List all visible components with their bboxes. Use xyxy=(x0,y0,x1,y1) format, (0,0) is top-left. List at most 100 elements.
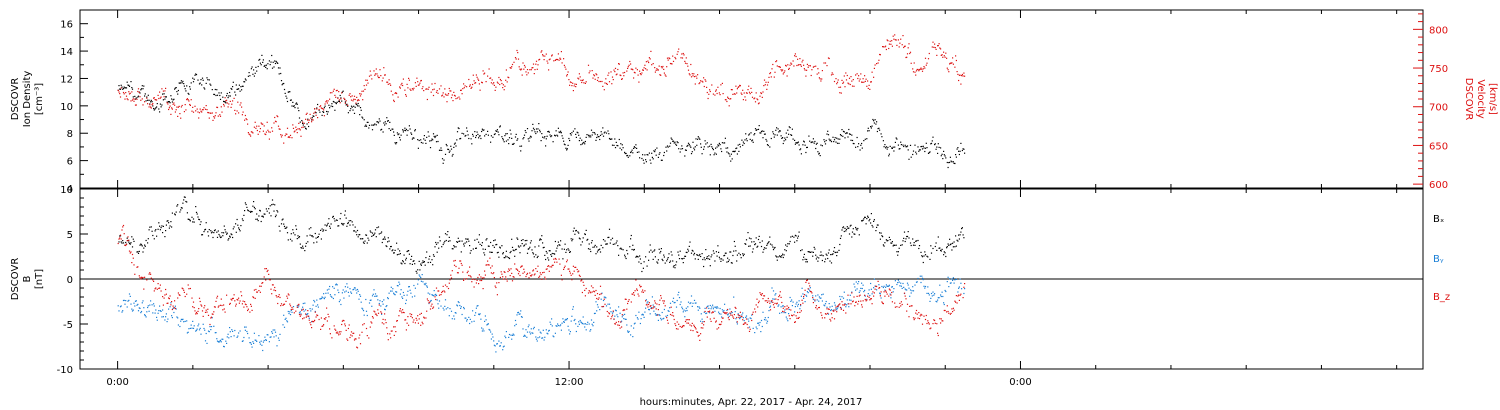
data-point xyxy=(147,305,149,307)
data-point xyxy=(788,313,790,315)
data-point xyxy=(921,68,923,70)
data-point xyxy=(372,293,374,295)
data-point xyxy=(353,95,356,97)
data-point xyxy=(204,311,207,313)
data-point xyxy=(728,153,730,155)
data-point xyxy=(820,312,822,314)
data-point xyxy=(889,293,891,295)
data-point xyxy=(463,245,465,247)
data-point xyxy=(672,60,675,62)
data-point xyxy=(891,45,893,47)
data-point xyxy=(331,92,333,94)
data-point xyxy=(950,243,952,245)
data-point xyxy=(368,302,371,304)
data-point xyxy=(624,256,626,258)
data-point xyxy=(870,126,872,128)
data-point xyxy=(355,231,357,233)
data-point xyxy=(958,150,960,152)
data-point xyxy=(810,74,812,77)
data-point xyxy=(613,69,615,71)
data-point xyxy=(320,238,322,240)
data-point xyxy=(388,292,390,294)
data-point xyxy=(640,285,642,288)
data-point xyxy=(354,226,356,228)
data-point xyxy=(556,247,558,249)
data-point xyxy=(640,262,642,265)
data-point xyxy=(744,96,746,98)
data-point xyxy=(137,96,139,98)
data-point xyxy=(168,222,170,224)
data-point xyxy=(861,220,863,222)
data-point xyxy=(696,144,698,146)
data-point xyxy=(772,298,774,300)
data-point xyxy=(575,136,577,138)
data-point xyxy=(961,149,963,152)
data-point xyxy=(365,124,367,126)
data-point xyxy=(320,298,322,300)
data-point xyxy=(940,147,942,149)
data-point xyxy=(557,59,559,61)
data-point xyxy=(530,69,532,71)
data-point xyxy=(280,136,283,138)
data-point xyxy=(760,319,763,322)
data-point xyxy=(283,303,285,305)
data-point xyxy=(561,135,563,137)
data-point xyxy=(744,322,746,324)
data-point xyxy=(657,262,659,264)
data-point xyxy=(783,71,785,74)
data-point xyxy=(356,105,359,107)
data-point xyxy=(446,101,448,103)
data-point xyxy=(664,74,666,76)
data-point xyxy=(250,135,252,137)
data-point xyxy=(627,67,629,69)
data-point xyxy=(314,311,316,313)
data-point xyxy=(315,112,317,114)
data-point xyxy=(541,133,543,135)
data-point xyxy=(542,329,544,331)
data-point xyxy=(803,141,805,143)
data-point xyxy=(425,142,427,144)
data-point xyxy=(505,278,507,280)
data-point xyxy=(294,234,296,236)
data-point xyxy=(280,134,282,136)
data-point xyxy=(624,318,626,320)
data-point xyxy=(579,76,581,78)
data-point xyxy=(675,143,677,145)
data-point xyxy=(219,114,221,116)
data-point xyxy=(767,81,769,83)
data-point xyxy=(566,318,568,320)
data-point xyxy=(259,62,261,64)
data-point xyxy=(438,88,441,90)
data-point xyxy=(264,64,266,67)
data-point xyxy=(917,239,919,242)
data-point xyxy=(498,76,500,79)
data-point xyxy=(584,295,586,297)
data-point xyxy=(382,238,384,240)
data-point xyxy=(350,292,353,294)
data-point xyxy=(762,298,764,300)
data-point xyxy=(685,251,687,253)
data-point xyxy=(361,307,363,309)
data-point xyxy=(275,214,277,216)
data-point xyxy=(691,322,693,324)
data-point xyxy=(918,318,921,320)
data-point xyxy=(418,84,420,86)
data-point xyxy=(285,227,287,229)
data-point xyxy=(712,93,714,95)
data-point xyxy=(602,299,605,302)
data-point xyxy=(742,99,744,101)
data-point xyxy=(734,306,736,308)
data-point xyxy=(894,306,896,308)
data-point xyxy=(369,326,371,328)
data-point xyxy=(792,60,794,62)
data-point xyxy=(438,236,441,238)
top-panel-frame xyxy=(79,9,1424,189)
data-point xyxy=(897,254,899,256)
data-point xyxy=(482,248,484,250)
data-point xyxy=(578,232,580,234)
data-point xyxy=(443,242,445,244)
data-point xyxy=(916,281,918,283)
data-point xyxy=(241,85,243,87)
data-point xyxy=(490,141,492,143)
data-point xyxy=(921,70,924,72)
